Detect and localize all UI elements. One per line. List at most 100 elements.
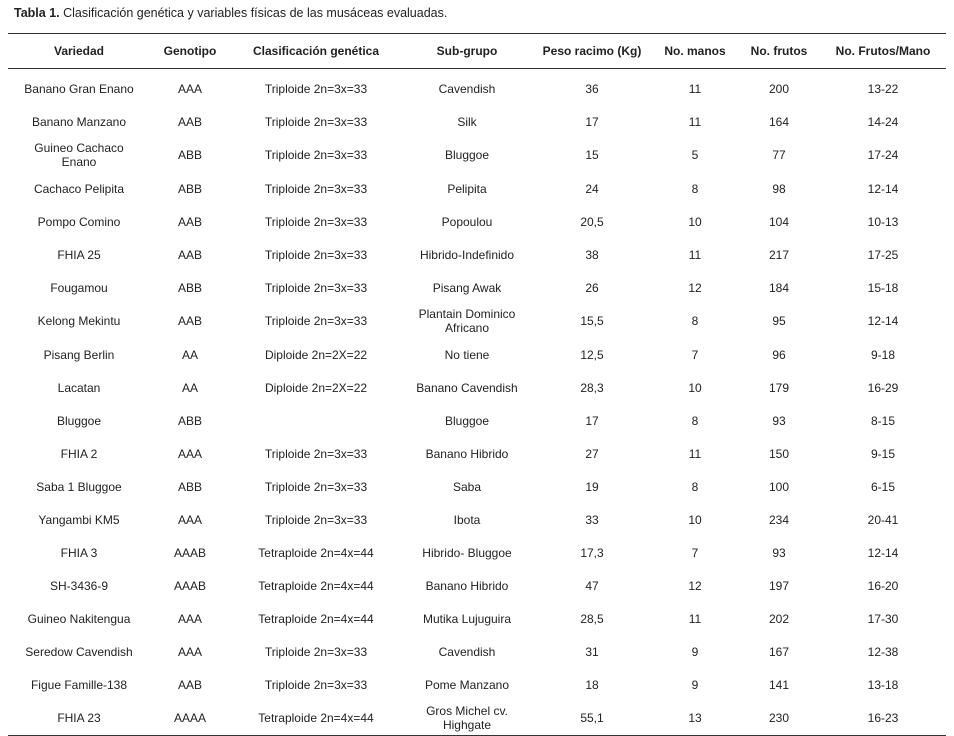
column-header: Variedad [53, 44, 105, 58]
cell-text: 93 [772, 413, 786, 428]
table-cell: 38 [532, 238, 652, 271]
cell-text: 230 [768, 711, 790, 725]
table-cell: AAA [150, 437, 230, 470]
column-header: Peso racimo (Kg) [542, 44, 642, 58]
table-cell: 10-13 [820, 205, 946, 238]
table-cell: 16-20 [820, 569, 946, 602]
cell-text: 14-24 [867, 114, 899, 129]
table-cell: Pelipita [402, 172, 532, 205]
cell-text: 104 [768, 214, 790, 229]
table-cell: 28,3 [532, 371, 652, 404]
table-cell: Popoulou [402, 205, 532, 238]
table-cell: 5 [652, 138, 738, 172]
table-cell: FHIA 25 [8, 238, 150, 271]
table-cell: Saba 1 Bluggoe [8, 470, 150, 503]
table-cell: Pisang Awak [402, 271, 532, 304]
table-cell: 9-15 [820, 437, 946, 470]
cell-text: Banano Gran Enano [24, 81, 134, 96]
cell-text: Diploide 2n=2X=22 [264, 347, 368, 362]
column-header: Sub-grupo [436, 44, 498, 58]
column-header: No. frutos [750, 44, 808, 58]
column-header: No. manos [664, 44, 726, 58]
table-cell: 230 [738, 701, 820, 736]
cell-text: FHIA 23 [57, 711, 101, 725]
cell-text: ABB [177, 148, 202, 162]
table-cell: Tetraploide 2n=4x=44 [230, 536, 402, 569]
cell-text: FHIA 2 [60, 446, 98, 461]
cell-text: 179 [768, 380, 790, 395]
cell-text: 200 [768, 81, 790, 96]
table-cell: 15,5 [532, 304, 652, 338]
table-cell: Bluggoe [402, 138, 532, 172]
cell-text: 26 [585, 280, 599, 295]
table-cell: 93 [738, 404, 820, 437]
cell-text: 164 [768, 114, 790, 129]
cell-text: Diploide 2n=2X=22 [264, 380, 368, 395]
cell-text: Guineo Cachaco Enano [34, 141, 124, 169]
body: Tabla 1. Clasificación genética y variab… [8, 6, 946, 736]
cell-text: Triploide 2n=3x=33 [264, 114, 368, 129]
cell-text: 24 [585, 181, 599, 196]
cell-text: FHIA 25 [57, 247, 101, 262]
cell-text: Triploide 2n=3x=33 [264, 644, 368, 659]
cell-text: AAA [177, 446, 202, 461]
table-row: Banano Gran Enano AAA Triploide 2n=3x=33 Ca… [8, 69, 946, 106]
cell-text: 12,5 [580, 347, 604, 362]
table-row: Figue Famille-138 AAB Triploide 2n=3x=33 Po… [8, 668, 946, 701]
cell-text: 202 [768, 611, 790, 626]
table-cell: Tetraploide 2n=4x=44 [230, 569, 402, 602]
table-row: Pisang Berlin AA Diploide 2n=2X=22 No tiene… [8, 338, 946, 371]
table-cell: AAB [150, 238, 230, 271]
cell-text: 17,3 [580, 545, 604, 560]
table-cell: Triploide 2n=3x=33 [230, 503, 402, 536]
column-header: Clasificación genética [252, 44, 380, 58]
cell-text: AAB [177, 314, 202, 328]
table-cell: Silk [402, 105, 532, 138]
cell-text: 28,5 [580, 611, 604, 626]
header-row: Variedad Genotipo Clasificación genética Su… [8, 33, 946, 69]
table-cell: 17 [532, 105, 652, 138]
cell-text: 6-15 [870, 479, 896, 494]
table-cell: Triploide 2n=3x=33 [230, 105, 402, 138]
cell-text: Cavendish [438, 81, 496, 96]
table-cell: 16-23 [820, 701, 946, 736]
table-cell: Guineo Cachaco Enano [8, 138, 150, 172]
caption: Tabla 1. Clasificación genética y variab… [14, 6, 447, 20]
cell-text: 77 [772, 148, 786, 162]
table-cell: FHIA 23 [8, 701, 150, 736]
table-cell: 202 [738, 602, 820, 635]
cell-text: AAB [177, 114, 202, 129]
cell-text: 9 [691, 644, 699, 659]
table-cell: Banano Hibrido [402, 437, 532, 470]
cell-text: 10 [688, 380, 702, 395]
cell-text: ABB [177, 413, 202, 428]
table-row: Bluggoe ABB Bluggoe 17 8 93 8-15 [8, 404, 946, 437]
table-cell: 13-18 [820, 668, 946, 701]
table-cell: 7 [652, 536, 738, 569]
cell-text: Triploide 2n=3x=33 [264, 280, 368, 295]
cell-text: 11 [688, 446, 702, 461]
cell-text: 9 [691, 677, 699, 692]
table-cell: 11 [652, 238, 738, 271]
cell-text: Triploide 2n=3x=33 [264, 446, 368, 461]
cell-text: 19 [585, 479, 599, 494]
cell-text: 10-13 [867, 214, 899, 229]
table-cell: AAB [150, 105, 230, 138]
cell-text: AAA [177, 611, 202, 626]
table-cell: 20-41 [820, 503, 946, 536]
table-cell: Hibrido- Bluggoe [402, 536, 532, 569]
cell-text: No tiene [444, 347, 490, 362]
table-row: Seredow Cavendish AAA Triploide 2n=3x=33 Ca… [8, 635, 946, 668]
table-cell: 150 [738, 437, 820, 470]
table-cell: 16-29 [820, 371, 946, 404]
table-cell: AAAB [150, 536, 230, 569]
cell-text: Guineo Nakitengua [27, 611, 131, 626]
cell-text: Triploide 2n=3x=33 [264, 148, 368, 162]
cell-text: Triploide 2n=3x=33 [264, 214, 368, 229]
table-cell: Bluggoe [8, 404, 150, 437]
cell-text: 5 [691, 148, 699, 162]
cell-text: 16-29 [867, 380, 899, 395]
cell-text: AA [181, 380, 198, 395]
cell-text: 8 [691, 413, 699, 428]
table-row: SH-3436-9 AAAB Tetraploide 2n=4x=44 Banano … [8, 569, 946, 602]
